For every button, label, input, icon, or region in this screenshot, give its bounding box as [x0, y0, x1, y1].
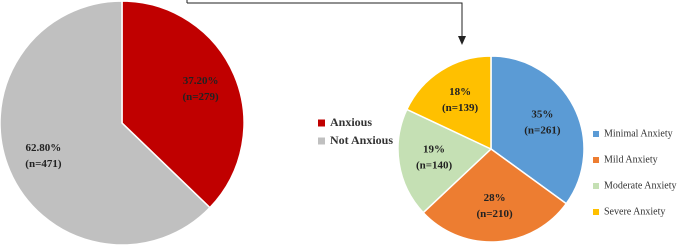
value-label: 62.80% [26, 142, 62, 154]
pie-slice [422, 148, 568, 243]
legend-swatch [593, 209, 599, 215]
value-label: 19% [423, 144, 445, 156]
count-label: (n=210) [477, 208, 514, 220]
pie-slice [490, 55, 585, 205]
legend-swatch [593, 157, 599, 163]
legend-label: Moderate Anxiety [604, 180, 676, 191]
count-label: (n=139) [442, 102, 479, 114]
count-label: (n=279) [182, 91, 219, 103]
value-label: 18% [449, 86, 471, 98]
legend-swatch [318, 137, 325, 145]
arrowhead [458, 36, 466, 45]
legend-label: Severe Anxiety [604, 206, 665, 217]
legend-swatch [593, 131, 599, 137]
count-label: (n=140) [416, 160, 453, 172]
count-label: (n=471) [25, 158, 62, 170]
pie-slice [405, 55, 492, 151]
legend-label: Mild Anxiety [604, 154, 658, 165]
count-label: (n=261) [524, 124, 561, 136]
value-label: 37.20% [183, 75, 219, 87]
legend-swatch [593, 183, 599, 189]
pie-slice [121, 0, 245, 209]
value-label: 35% [531, 108, 553, 120]
pie-slice [397, 108, 493, 214]
connector [187, 2, 463, 38]
legend-label: Minimal Anxiety [604, 128, 673, 139]
legend-label: Anxious [330, 115, 372, 129]
value-label: 28% [484, 192, 506, 204]
legend-label: Not Anxious [330, 133, 393, 147]
legend-swatch [318, 119, 325, 127]
pie-slice [0, 0, 211, 246]
